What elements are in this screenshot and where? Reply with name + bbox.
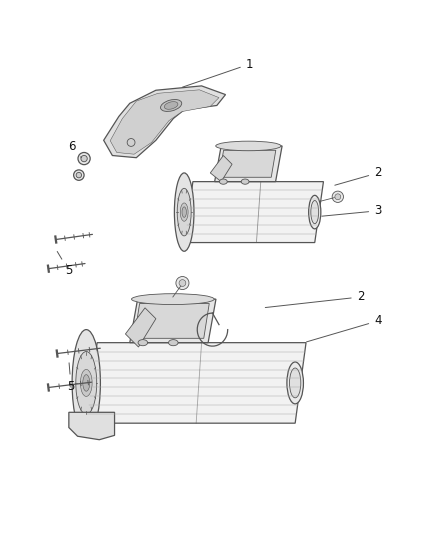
Polygon shape: [104, 86, 226, 158]
Polygon shape: [110, 90, 219, 154]
Circle shape: [74, 170, 84, 180]
Circle shape: [332, 191, 343, 203]
Polygon shape: [210, 156, 232, 182]
Ellipse shape: [180, 203, 188, 221]
Text: 1: 1: [183, 58, 253, 87]
Ellipse shape: [76, 352, 97, 414]
Polygon shape: [219, 150, 276, 177]
Polygon shape: [130, 299, 216, 343]
Ellipse shape: [160, 100, 182, 111]
Text: 5: 5: [67, 363, 75, 393]
Ellipse shape: [290, 368, 301, 398]
Circle shape: [176, 277, 189, 289]
Ellipse shape: [309, 195, 321, 229]
Ellipse shape: [177, 188, 191, 236]
Ellipse shape: [138, 340, 148, 346]
Ellipse shape: [131, 294, 214, 304]
Ellipse shape: [182, 207, 186, 217]
Text: 2: 2: [335, 166, 381, 185]
Polygon shape: [86, 343, 306, 423]
Circle shape: [76, 172, 81, 178]
Ellipse shape: [164, 102, 178, 109]
Text: 6: 6: [69, 140, 81, 158]
Ellipse shape: [169, 340, 178, 346]
Circle shape: [179, 280, 186, 286]
Ellipse shape: [81, 369, 92, 397]
Ellipse shape: [83, 375, 90, 391]
Ellipse shape: [241, 179, 249, 184]
Ellipse shape: [287, 362, 304, 404]
Text: 3: 3: [322, 204, 381, 217]
Ellipse shape: [72, 329, 100, 436]
Polygon shape: [215, 146, 282, 182]
Ellipse shape: [311, 200, 319, 224]
Ellipse shape: [174, 173, 194, 251]
Circle shape: [81, 156, 87, 161]
Polygon shape: [125, 308, 156, 347]
Text: 5: 5: [57, 252, 73, 277]
Circle shape: [335, 194, 341, 200]
Polygon shape: [184, 182, 323, 243]
Polygon shape: [134, 303, 209, 338]
Polygon shape: [69, 413, 115, 440]
Ellipse shape: [216, 141, 281, 151]
Text: 2: 2: [265, 290, 364, 308]
Circle shape: [78, 152, 90, 165]
Ellipse shape: [219, 179, 227, 184]
Text: 4: 4: [307, 314, 381, 342]
